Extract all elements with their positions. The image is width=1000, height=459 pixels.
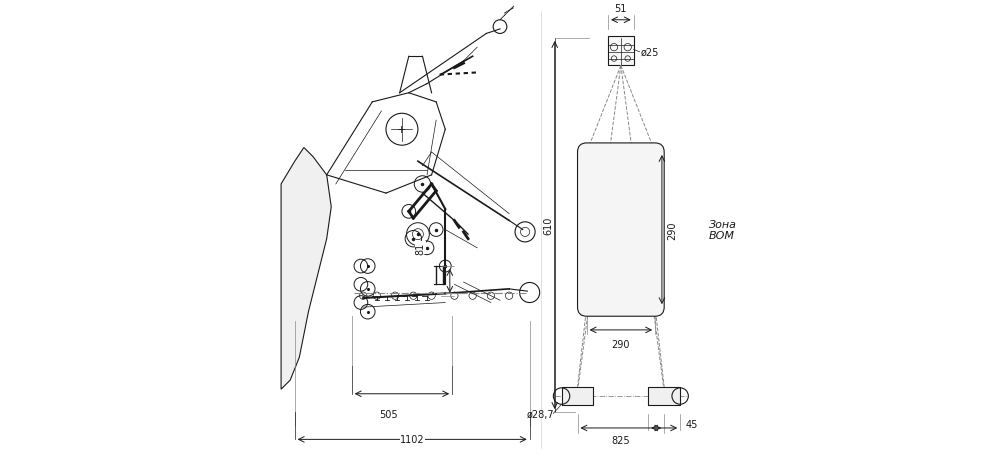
FancyBboxPatch shape (648, 387, 680, 405)
FancyBboxPatch shape (562, 387, 593, 405)
Text: ø28,7: ø28,7 (527, 409, 555, 420)
Text: 51: 51 (615, 4, 627, 14)
Text: 825: 825 (612, 435, 630, 445)
Polygon shape (281, 148, 331, 389)
Text: +: + (397, 125, 407, 135)
Text: ø25: ø25 (640, 48, 659, 57)
Text: 610: 610 (543, 216, 553, 235)
Text: 290: 290 (667, 221, 677, 239)
Text: 505: 505 (379, 409, 398, 420)
FancyBboxPatch shape (578, 144, 664, 317)
Text: 81: 81 (415, 242, 425, 254)
Text: 45: 45 (685, 419, 698, 429)
FancyBboxPatch shape (608, 37, 634, 66)
Text: Зона
ВОМ: Зона ВОМ (709, 219, 737, 241)
Text: 290: 290 (612, 339, 630, 349)
Text: 1102: 1102 (400, 434, 425, 444)
